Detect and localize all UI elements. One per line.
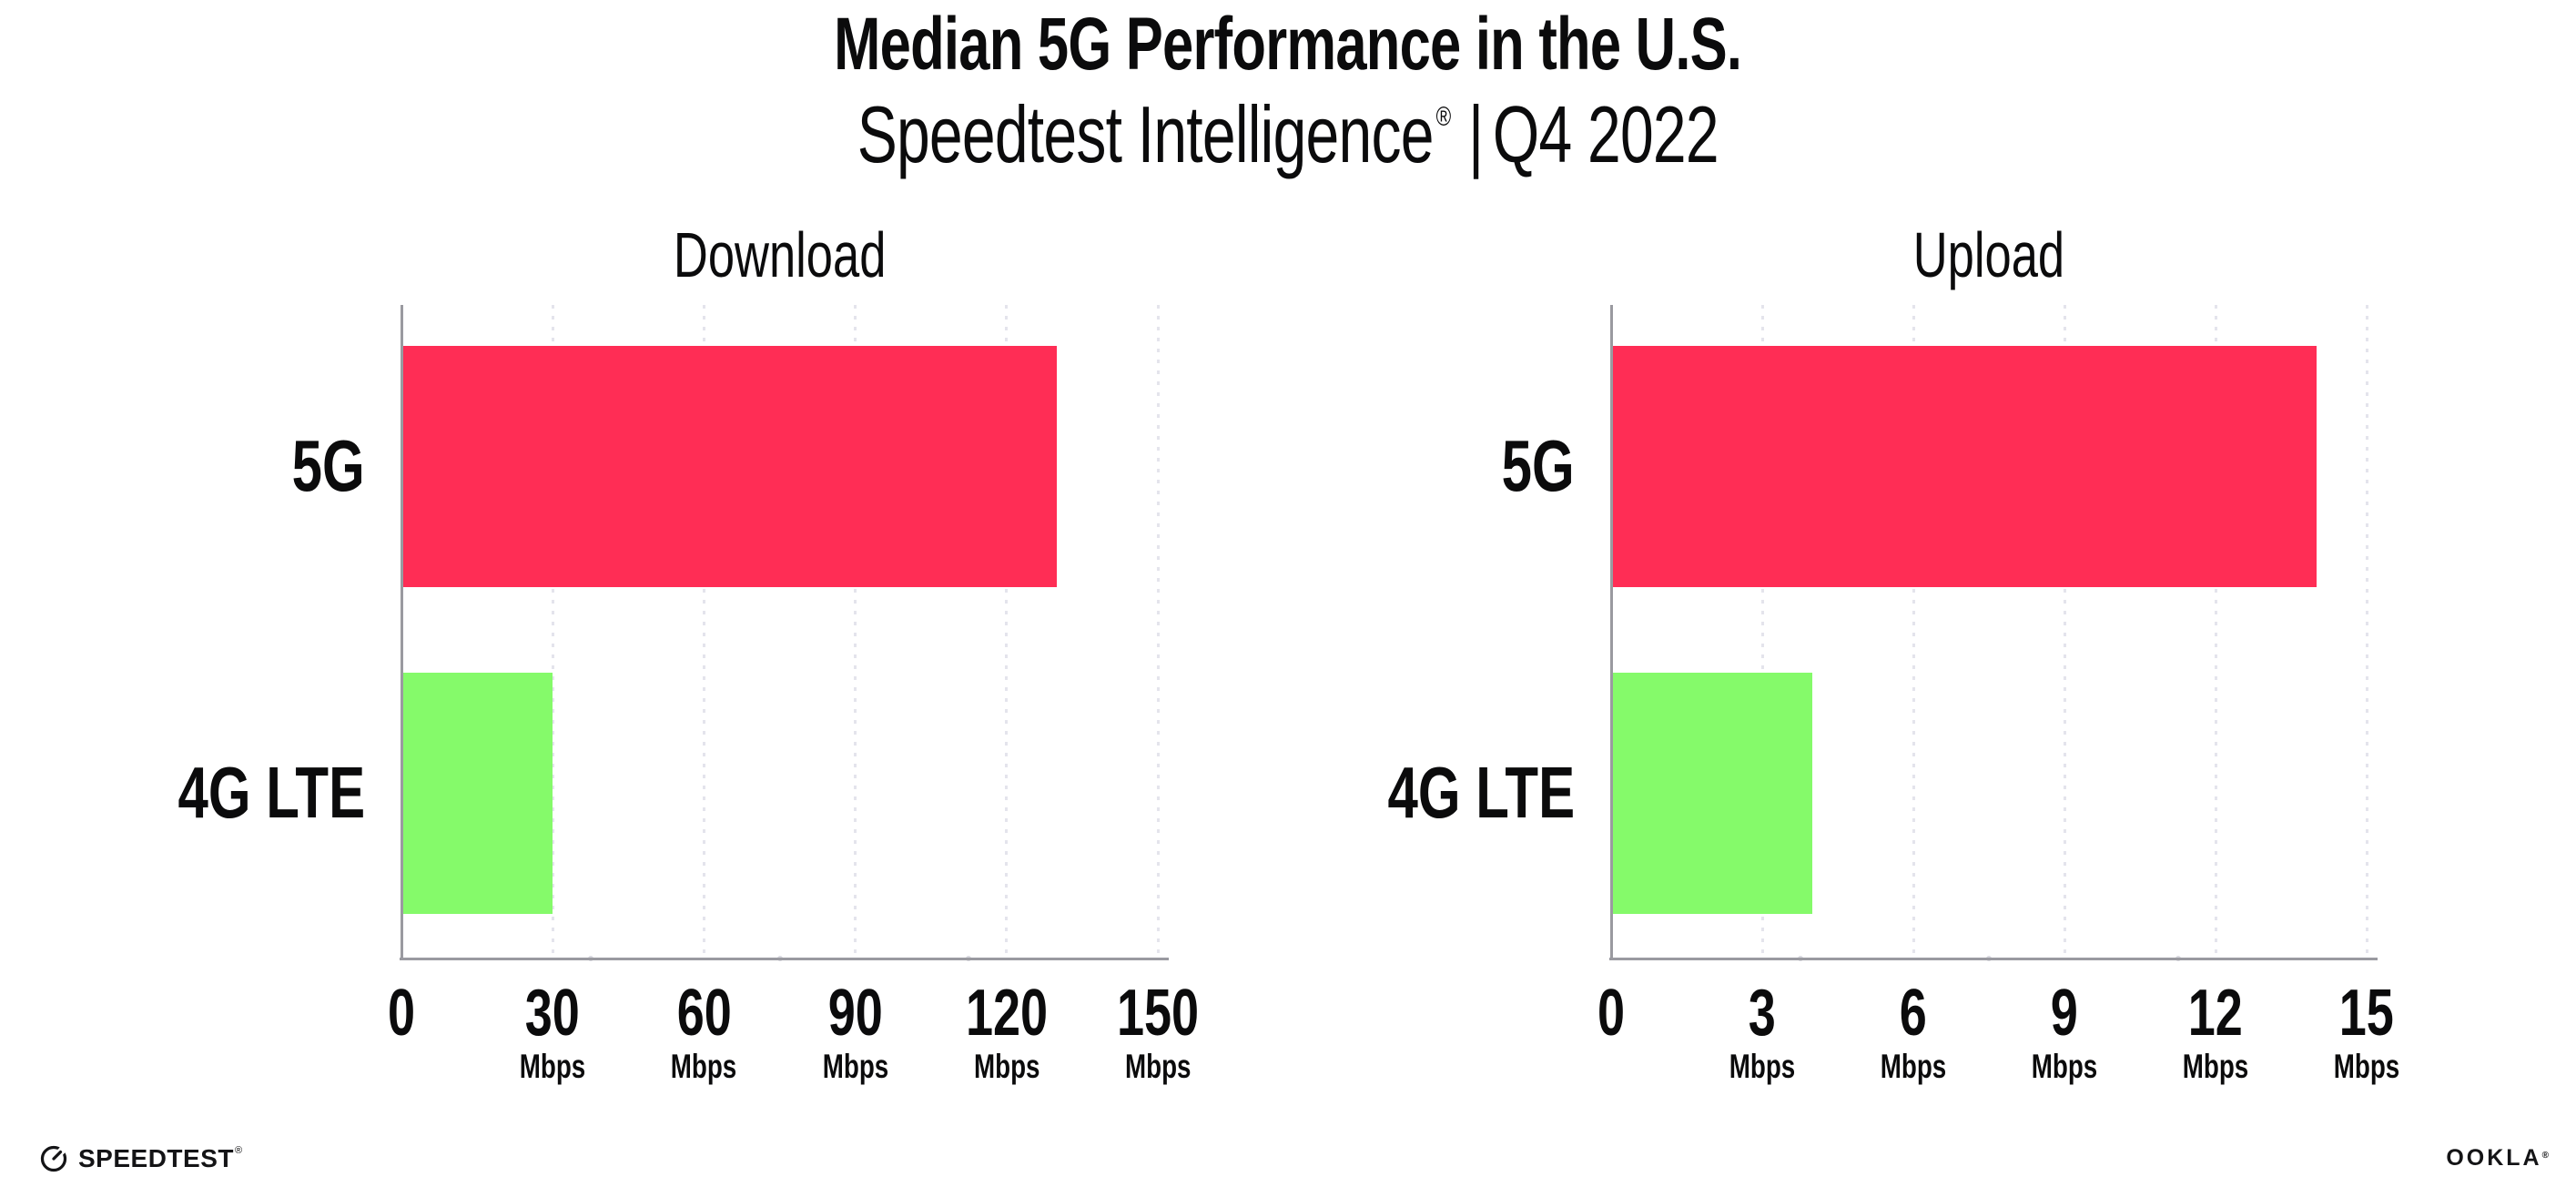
axis-minor-dot bbox=[1797, 956, 1803, 961]
gridline-15-upload bbox=[2365, 305, 2368, 959]
page-subtitle: Speedtest Intelligence ® | Q4 2022 bbox=[0, 95, 2576, 175]
x-tick-number: 0 bbox=[387, 977, 416, 1050]
speedtest-registered-mark: ® bbox=[234, 1145, 243, 1156]
x-tick-number: 15 bbox=[2338, 977, 2395, 1050]
bar-4g-lte-download bbox=[401, 672, 553, 914]
x-tick-9-upload: 9 Mbps bbox=[2021, 980, 2109, 1083]
page-title: Median 5G Performance in the U.S. bbox=[0, 7, 2576, 82]
x-tick-12-upload: 12 Mbps bbox=[2172, 980, 2260, 1083]
page-title-text: Median 5G Performance in the U.S. bbox=[834, 3, 1742, 86]
x-tick-number: 0 bbox=[1597, 977, 1626, 1050]
x-tick-number: 6 bbox=[1899, 977, 1928, 1050]
download-chart-title: Download bbox=[401, 223, 1158, 287]
ookla-wordmark: OOKLA bbox=[2446, 1145, 2542, 1171]
y-axis-line-download bbox=[400, 305, 403, 959]
x-tick-unit-row: Mbps bbox=[952, 1050, 1061, 1083]
speedtest-logo: SPEEDTEST ® bbox=[40, 1140, 242, 1178]
x-tick-unit-row: Mbps bbox=[2323, 1050, 2411, 1083]
axis-minor-dot bbox=[2175, 956, 2181, 961]
x-tick-3-upload: 3 Mbps bbox=[1719, 980, 1807, 1083]
gridline-9-upload bbox=[2063, 305, 2066, 959]
x-tick-number: 9 bbox=[2050, 977, 2079, 1050]
x-tick-unit-row: Mbps bbox=[2172, 1050, 2260, 1083]
x-tick-unit: Mbps bbox=[822, 1048, 888, 1085]
subtitle-period: Q4 2022 bbox=[1493, 89, 1719, 179]
gridline-30-download bbox=[551, 305, 554, 959]
y-axis-line-upload bbox=[1609, 305, 1613, 959]
bar-5g-download bbox=[401, 345, 1057, 587]
speedtest-wordmark: SPEEDTEST bbox=[78, 1144, 234, 1172]
x-tick-unit: Mbps bbox=[973, 1048, 1040, 1085]
x-tick-unit: Mbps bbox=[1880, 1048, 1947, 1085]
x-axis-line-upload bbox=[1609, 957, 2378, 960]
x-tick-6-upload: 6 Mbps bbox=[1870, 980, 1958, 1083]
x-tick-unit-row: Mbps bbox=[509, 1050, 597, 1083]
category-label-5g-download: 5G bbox=[268, 430, 365, 502]
x-tick-unit: Mbps bbox=[1124, 1048, 1192, 1085]
x-tick-number: 150 bbox=[1116, 977, 1200, 1050]
x-tick-unit-row: Mbps bbox=[811, 1050, 899, 1083]
x-tick-60-download: 60 Mbps bbox=[660, 980, 748, 1083]
x-tick-unit-row: Mbps bbox=[1870, 1050, 1958, 1083]
axis-minor-dot bbox=[966, 956, 972, 961]
x-tick-unit-row: Mbps bbox=[1719, 1050, 1807, 1083]
gridline-60-download bbox=[702, 305, 705, 959]
x-tick-number: 120 bbox=[965, 977, 1048, 1050]
gridline-90-download bbox=[854, 305, 857, 959]
gridline-12-upload bbox=[2214, 305, 2217, 959]
x-tick-unit-row: Mbps bbox=[2021, 1050, 2109, 1083]
x-tick-unit: Mbps bbox=[1729, 1048, 1796, 1085]
subtitle-separator: | bbox=[1468, 89, 1484, 179]
category-label-text: 4G LTE bbox=[1387, 752, 1575, 833]
download-chart-title-text: Download bbox=[673, 219, 887, 290]
upload-chart-title: Upload bbox=[1611, 223, 2367, 287]
category-label-5g-upload: 5G bbox=[1477, 430, 1575, 502]
category-label-4g-lte-upload: 4G LTE bbox=[1325, 756, 1575, 829]
gridline-3-upload bbox=[1760, 305, 1764, 959]
x-tick-15-upload: 15 Mbps bbox=[2323, 980, 2411, 1083]
category-label-text: 5G bbox=[1501, 425, 1575, 506]
x-tick-unit: Mbps bbox=[2031, 1048, 2098, 1085]
axis-minor-dot bbox=[1986, 956, 1992, 961]
category-label-text: 4G LTE bbox=[177, 752, 365, 833]
x-tick-unit: Mbps bbox=[671, 1048, 737, 1085]
gridline-150-download bbox=[1156, 305, 1160, 959]
speedtest-gauge-icon bbox=[40, 1145, 67, 1172]
axis-minor-dot bbox=[776, 956, 783, 961]
bar-4g-lte-upload bbox=[1611, 672, 1812, 914]
x-tick-number: 30 bbox=[525, 977, 581, 1050]
x-tick-unit: Mbps bbox=[519, 1048, 586, 1085]
x-tick-90-download: 90 Mbps bbox=[811, 980, 899, 1083]
x-tick-number: 60 bbox=[676, 977, 732, 1050]
ookla-logo: OOKLA® bbox=[2446, 1145, 2549, 1172]
category-label-4g-lte-download: 4G LTE bbox=[116, 756, 365, 829]
x-tick-unit: Mbps bbox=[2182, 1048, 2249, 1085]
category-label-text: 5G bbox=[291, 425, 365, 506]
x-tick-unit: Mbps bbox=[2333, 1048, 2400, 1085]
gridline-6-upload bbox=[1912, 305, 1915, 959]
x-tick-unit-row: Mbps bbox=[1103, 1050, 1212, 1083]
gridline-120-download bbox=[1005, 305, 1009, 959]
x-tick-30-download: 30 Mbps bbox=[509, 980, 597, 1083]
subtitle-brand: Speedtest Intelligence bbox=[857, 89, 1435, 179]
axis-minor-dot bbox=[587, 956, 593, 961]
registered-trademark-mark: ® bbox=[1435, 102, 1452, 132]
x-tick-120-download: 120 Mbps bbox=[952, 980, 1061, 1083]
x-tick-0-download: 0 bbox=[383, 980, 420, 1046]
x-tick-number: 90 bbox=[827, 977, 883, 1050]
x-tick-unit-row: Mbps bbox=[660, 1050, 748, 1083]
upload-chart-title-text: Upload bbox=[1912, 219, 2065, 290]
x-axis-line-download bbox=[400, 957, 1169, 960]
x-tick-0-upload: 0 bbox=[1593, 980, 1629, 1046]
bar-5g-upload bbox=[1611, 345, 2317, 587]
x-tick-number: 12 bbox=[2187, 977, 2244, 1050]
x-tick-150-download: 150 Mbps bbox=[1103, 980, 1212, 1083]
x-tick-number: 3 bbox=[1748, 977, 1777, 1050]
ookla-registered-mark: ® bbox=[2541, 1151, 2549, 1161]
